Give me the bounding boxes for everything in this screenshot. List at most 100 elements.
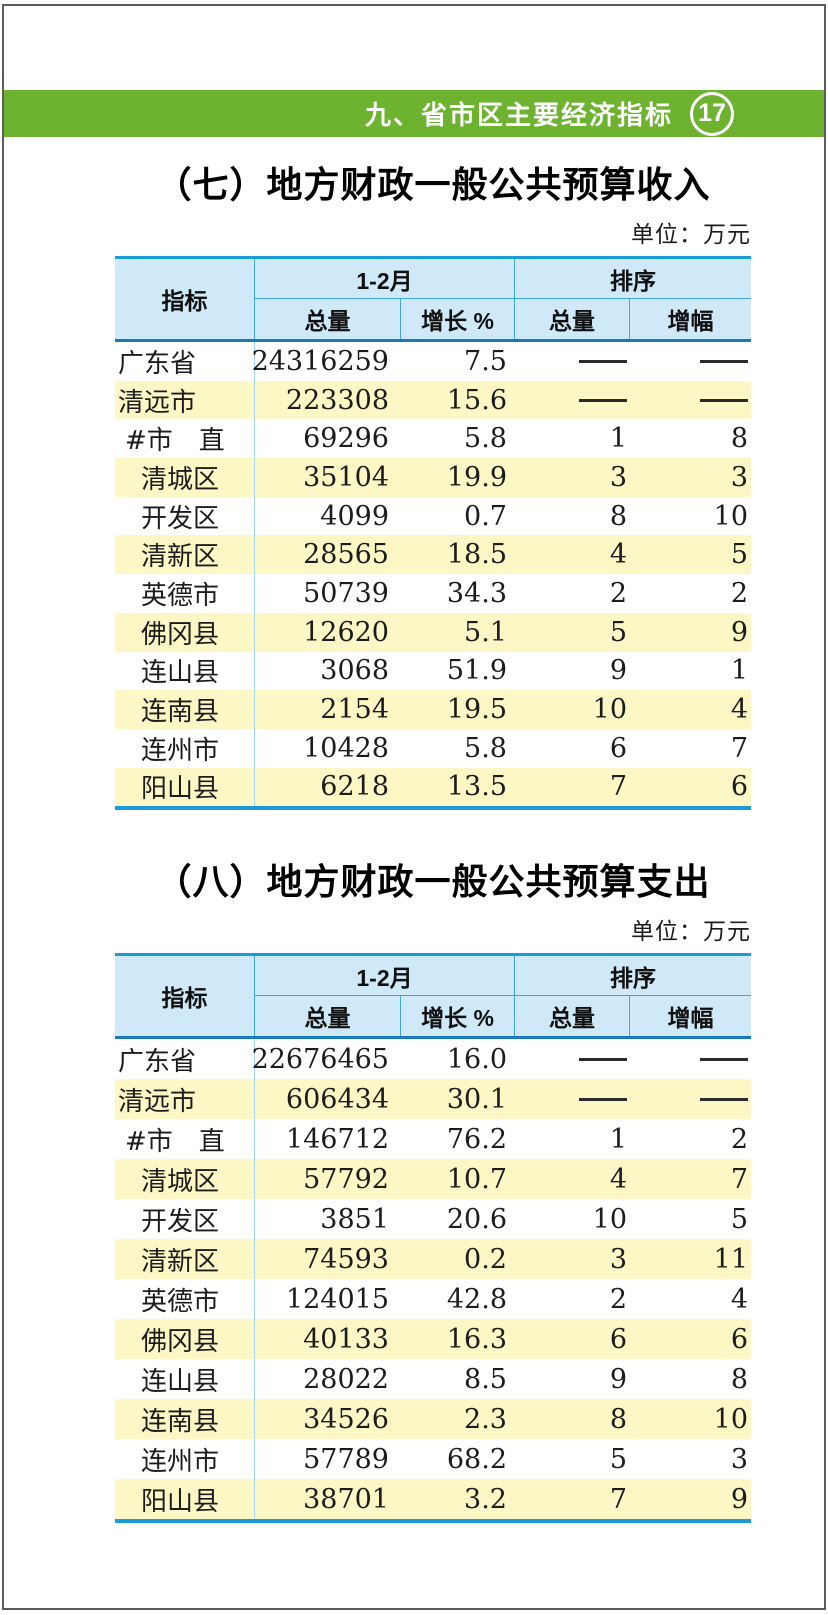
header-rank-group: 排序 (515, 259, 751, 299)
growth-cell: 51.9 (446, 655, 507, 687)
header-period-group: 1-2月 (255, 259, 515, 299)
indicator-cell: 英德市 (115, 574, 255, 613)
total-cell: 146712 (285, 1123, 389, 1155)
growth-cell: 3.2 (464, 1483, 507, 1515)
indicator-cell: #市 直 (115, 419, 255, 459)
table-row: 阳山县 6218 13.5 7 6 (115, 767, 751, 807)
section-expenditure: （八）地方财政一般公共预算支出 单位：万元 指标 1-2月 排序 总量 增长 %… (115, 860, 751, 1523)
rank-growth-cell: 10 (713, 1403, 748, 1435)
table-row: 清城区 35104 19.9 3 3 (115, 458, 751, 497)
growth-cell: 8.5 (464, 1363, 507, 1395)
no-data-dash (700, 359, 748, 363)
total-cell: 34526 (303, 1403, 389, 1435)
table-body: 广东省 24316259 7.5 清远市 223308 15.6 #市 直 69296 5.8 1… (115, 342, 751, 807)
table-row: 佛冈县 40133 16.3 6 6 (115, 1319, 751, 1359)
indicator-cell: 佛冈县 (115, 612, 255, 652)
page-number-badge: 17 (690, 91, 734, 136)
unit-label: 单位：万元 (631, 919, 751, 945)
rank-total-cell: 1 (609, 423, 627, 455)
total-cell: 22676465 (251, 1043, 389, 1075)
total-cell: 10428 (303, 732, 389, 764)
table-row: 广东省 22676465 16.0 (115, 1039, 751, 1079)
indicator-cell: 开发区 (115, 1199, 255, 1239)
total-cell: 28565 (303, 539, 389, 571)
growth-cell: 68.2 (446, 1443, 507, 1475)
no-data-dash (579, 398, 627, 402)
indicator-cell: 连南县 (115, 690, 255, 729)
rank-total-cell: 5 (609, 1443, 627, 1475)
total-cell: 57792 (303, 1163, 389, 1195)
rank-growth-cell (630, 1079, 751, 1119)
total-cell: 50739 (303, 577, 389, 609)
table-row: 连州市 57789 68.2 5 3 (115, 1439, 751, 1479)
rank-total-cell: 2 (609, 1283, 627, 1315)
indicator-cell: 连山县 (115, 651, 255, 691)
rank-growth-cell: 2 (730, 577, 748, 609)
growth-cell: 5.8 (464, 732, 507, 764)
header-rank-group: 排序 (515, 956, 751, 996)
indicator-cell: 开发区 (115, 496, 255, 536)
table-row: 清新区 74593 0.2 3 11 (115, 1239, 751, 1279)
header-total: 总量 (255, 299, 401, 339)
header-indicator: 指标 (115, 259, 255, 339)
growth-cell: 19.5 (446, 694, 507, 726)
indicator-cell: 清城区 (115, 458, 255, 497)
total-cell: 38701 (303, 1483, 389, 1515)
header-indicator: 指标 (115, 956, 255, 1036)
growth-cell: 5.1 (464, 616, 507, 648)
table-row: 阳山县 38701 3.2 7 9 (115, 1479, 751, 1519)
indicator-cell: 连州市 (115, 1439, 255, 1479)
growth-cell: 0.2 (464, 1243, 507, 1275)
table-row: 连南县 2154 19.5 10 4 (115, 690, 751, 729)
header-period-group: 1-2月 (255, 956, 515, 996)
growth-cell: 34.3 (446, 577, 507, 609)
rank-growth-cell (630, 381, 751, 420)
revenue-table: 指标 1-2月 排序 总量 增长 % 总量 增幅 广东省 24316259 7.5 清… (115, 256, 751, 811)
rank-total-cell: 6 (609, 732, 627, 764)
indicator-cell: 清远市 (115, 380, 255, 420)
total-cell: 57789 (303, 1443, 389, 1475)
total-cell: 40133 (303, 1323, 389, 1355)
section-title: （七）地方财政一般公共预算收入 (155, 164, 711, 205)
growth-cell: 10.7 (446, 1163, 507, 1195)
table-row: 清远市 223308 15.6 (115, 380, 751, 420)
growth-cell: 30.1 (446, 1083, 507, 1115)
rank-total-cell: 4 (609, 539, 627, 571)
header-rank-total: 总量 (515, 299, 630, 339)
growth-cell: 7.5 (464, 345, 507, 377)
total-cell: 6218 (320, 771, 389, 803)
no-data-dash (579, 1057, 627, 1061)
rank-growth-cell: 4 (730, 1283, 748, 1315)
rank-total-cell: 8 (609, 500, 627, 532)
rank-growth-cell: 9 (730, 616, 748, 648)
table-row: 清远市 606434 30.1 (115, 1079, 751, 1119)
table-row: 开发区 3851 20.6 10 5 (115, 1199, 751, 1239)
table-row: 连南县 34526 2.3 8 10 (115, 1399, 751, 1439)
no-data-dash (700, 1057, 748, 1061)
indicator-cell: 英德市 (115, 1279, 255, 1319)
rank-growth-cell (630, 1039, 751, 1079)
total-cell: 124015 (285, 1283, 389, 1315)
no-data-dash (579, 1097, 627, 1101)
indicator-cell: 清城区 (115, 1159, 255, 1199)
indicator-cell: 连南县 (115, 1399, 255, 1439)
growth-cell: 20.6 (446, 1203, 507, 1235)
growth-cell: 76.2 (446, 1123, 507, 1155)
rank-total-cell: 5 (609, 616, 627, 648)
total-cell: 3068 (320, 655, 389, 687)
no-data-dash (700, 398, 748, 402)
growth-cell: 19.9 (446, 461, 507, 493)
rank-total-cell: 10 (592, 1203, 627, 1235)
indicator-cell: 清远市 (115, 1079, 255, 1119)
total-cell: 74593 (303, 1243, 389, 1275)
rank-growth-cell: 8 (730, 1363, 748, 1395)
rank-total-cell (515, 342, 630, 381)
growth-cell: 15.6 (446, 384, 507, 416)
section-title: （八）地方财政一般公共预算支出 (155, 861, 711, 902)
table-row: 连山县 28022 8.5 9 8 (115, 1359, 751, 1399)
indicator-cell: 广东省 (115, 1039, 255, 1079)
table-row: #市 直 146712 76.2 1 2 (115, 1119, 751, 1159)
rank-total-cell: 4 (609, 1163, 627, 1195)
rank-total-cell: 7 (609, 1483, 627, 1515)
rank-growth-cell: 9 (730, 1483, 748, 1515)
